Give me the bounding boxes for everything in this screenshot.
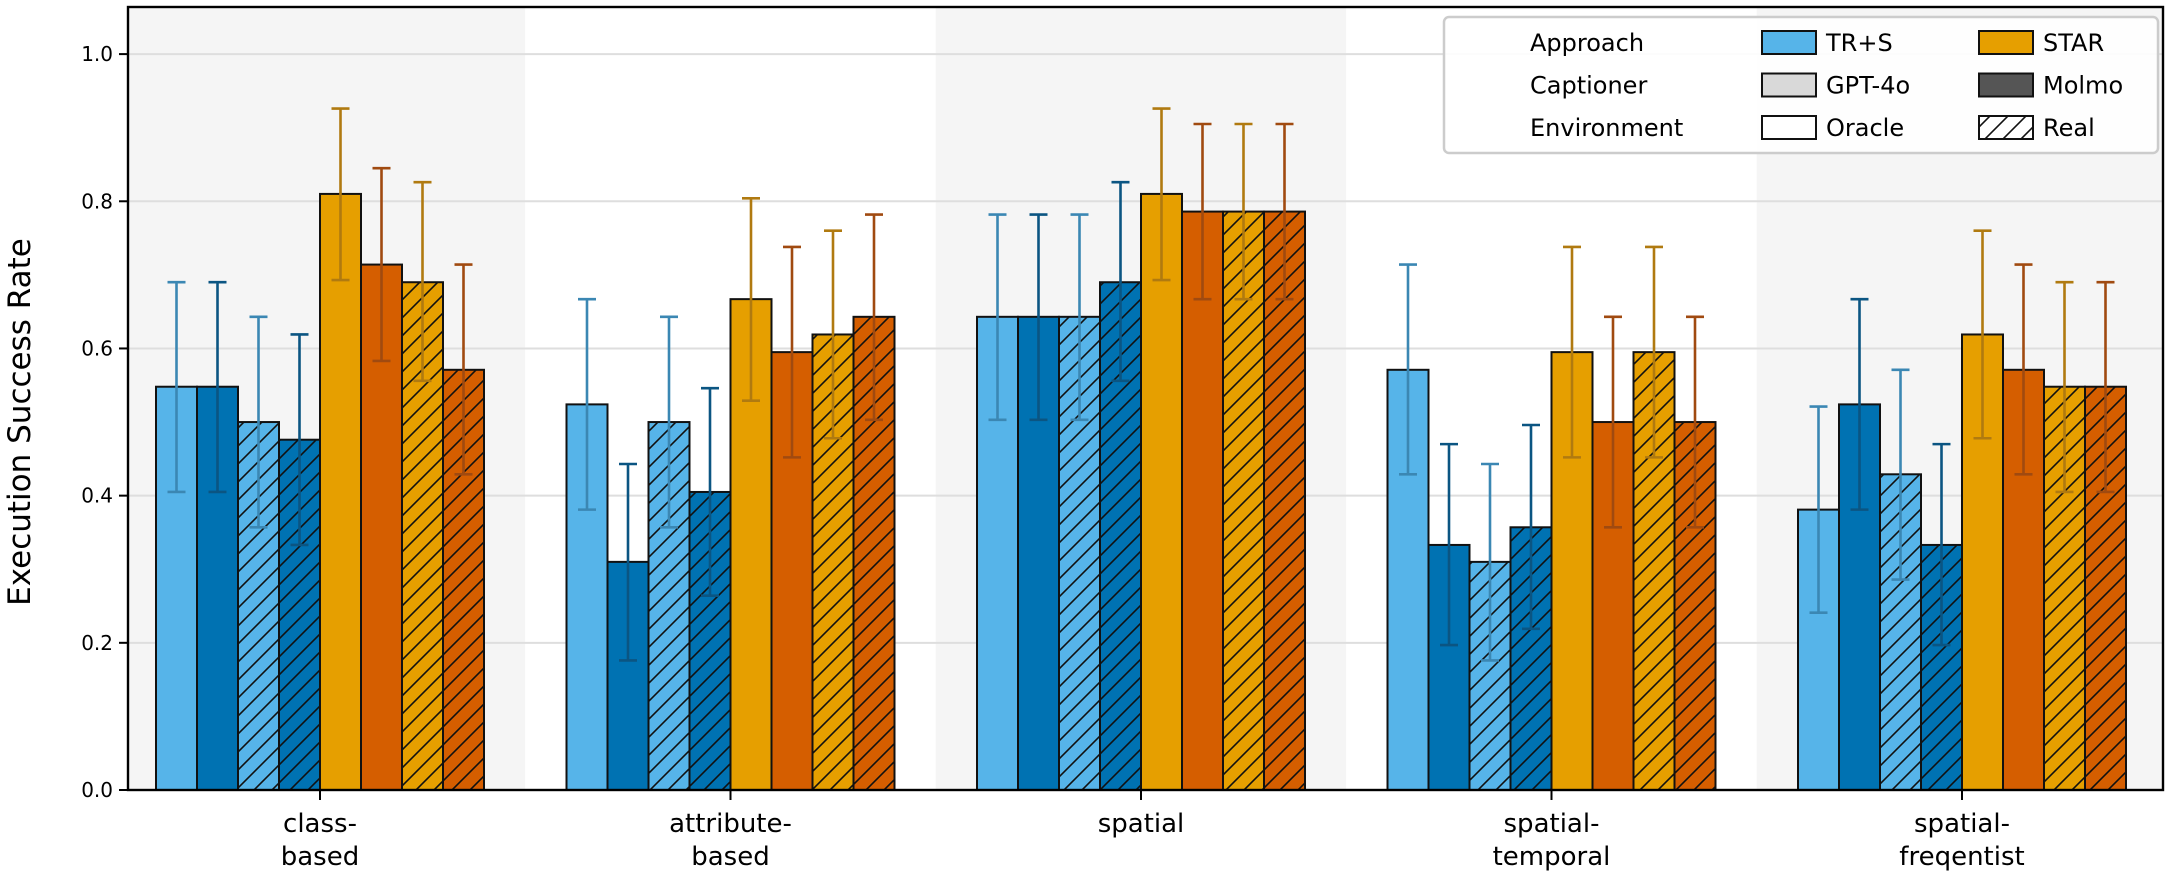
legend-entry: GPT-4o xyxy=(1826,72,1910,100)
error-bar xyxy=(783,245,801,459)
error-bar xyxy=(249,315,268,529)
x-tick-label: based xyxy=(281,842,359,872)
error-bar xyxy=(2055,280,2074,494)
y-axis-label: Execution Success Rate xyxy=(2,238,38,606)
legend-entry: STAR xyxy=(2043,29,2104,57)
error-bar xyxy=(1440,442,1458,647)
error-bar xyxy=(167,280,186,494)
error-bar xyxy=(1809,405,1828,614)
error-bar xyxy=(290,333,309,547)
x-tick-label: class- xyxy=(283,809,357,839)
error-bar xyxy=(1522,423,1540,631)
error-bar xyxy=(372,166,391,363)
error-bar xyxy=(2096,280,2115,494)
error-bar xyxy=(1029,213,1048,422)
error-bar xyxy=(1275,122,1294,301)
x-tick-label: attribute- xyxy=(669,809,792,839)
error-bar xyxy=(660,315,678,529)
legend-swatch xyxy=(1978,115,2034,140)
error-bars xyxy=(167,107,2115,662)
x-tick-label: spatial- xyxy=(1504,809,1600,839)
y-tick-label: 0.8 xyxy=(81,189,113,213)
error-bar xyxy=(824,229,842,440)
error-bar xyxy=(1234,122,1253,301)
y-tick-label: 0.0 xyxy=(81,778,113,802)
legend-swatch xyxy=(1761,72,1817,98)
error-bar xyxy=(1563,245,1581,459)
error-bar xyxy=(865,213,883,422)
error-bar xyxy=(619,462,637,662)
legend-swatch xyxy=(1978,30,2034,55)
x-tick-label: spatial- xyxy=(1914,809,2010,839)
legend-entry: Real xyxy=(2043,114,2095,142)
error-bar xyxy=(1152,107,1171,282)
bar xyxy=(1140,192,1183,791)
legend-entry: Molmo xyxy=(2043,72,2123,100)
error-bar xyxy=(331,107,350,282)
error-bar xyxy=(1399,263,1417,476)
x-tick-label: spatial xyxy=(1098,809,1185,839)
error-bar xyxy=(2014,263,2033,476)
error-bar xyxy=(1193,122,1212,301)
x-tick-label: freqentist xyxy=(1899,842,2024,872)
error-bar xyxy=(208,280,227,494)
legend-swatch xyxy=(1761,30,1817,55)
error-bar xyxy=(454,263,473,476)
y-tick-label: 0.4 xyxy=(81,484,113,508)
error-bar xyxy=(1932,442,1951,647)
x-tick-label: based xyxy=(691,842,769,872)
axes: 0.00.20.40.60.81.0class-basedattribute-b… xyxy=(81,5,2165,872)
error-bar xyxy=(1604,315,1622,529)
error-bar xyxy=(742,197,760,403)
legend-row-title: Captioner xyxy=(1530,72,1647,100)
error-bar xyxy=(1645,245,1663,459)
error-bar xyxy=(701,386,719,598)
error-bar xyxy=(1070,213,1089,422)
axes-frame xyxy=(126,5,2165,792)
bar xyxy=(319,192,362,791)
error-bar xyxy=(1481,462,1499,662)
error-bar xyxy=(1891,368,1910,581)
legend: Approach TR+S STAR Captioner GPT-4o Molmo Envi… xyxy=(1442,15,2160,155)
legend-swatch xyxy=(1761,115,1817,140)
legend-row-title: Environment xyxy=(1530,114,1683,142)
error-bar xyxy=(413,180,432,383)
y-tick-label: 0.2 xyxy=(81,631,113,655)
x-tick-label: temporal xyxy=(1493,842,1611,872)
error-bar xyxy=(1973,229,1992,440)
legend-row-title: Approach xyxy=(1530,29,1644,57)
legend-entry: TR+S xyxy=(1825,29,1893,57)
legend-swatch xyxy=(1978,72,2034,98)
error-bar xyxy=(1850,297,1869,511)
error-bar xyxy=(578,297,596,511)
error-bar xyxy=(988,213,1007,422)
y-tick-label: 1.0 xyxy=(81,42,113,66)
error-bar xyxy=(1686,315,1704,529)
error-bar xyxy=(1111,180,1130,383)
y-tick-label: 0.6 xyxy=(81,336,113,360)
legend-entry: Oracle xyxy=(1826,114,1904,142)
